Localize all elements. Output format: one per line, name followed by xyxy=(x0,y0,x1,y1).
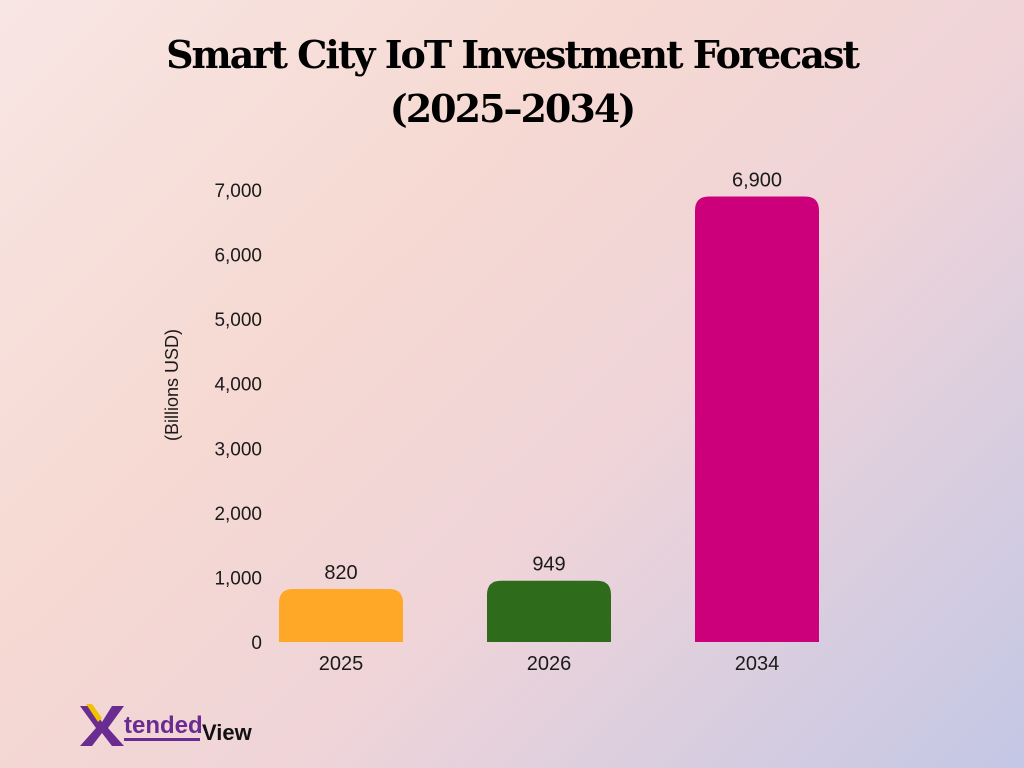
chart-title-line-1: Smart City IoT Investment Forecast xyxy=(166,32,860,77)
y-tick-label: 2,000 xyxy=(214,504,262,525)
x-tick-label: 2034 xyxy=(735,653,780,675)
svg-text:View: View xyxy=(202,720,253,745)
y-axis-ticks: 0 1,000 2,000 3,000 4,000 5,000 6,000 7,000 xyxy=(214,181,262,654)
bars xyxy=(279,196,819,642)
y-axis-label: (Billions USD) xyxy=(162,329,182,441)
y-tick-label: 3,000 xyxy=(214,439,262,460)
y-tick-label: 1,000 xyxy=(214,568,262,589)
x-tick-label: 2025 xyxy=(319,653,364,675)
bar-2034 xyxy=(695,196,819,642)
y-tick-label: 6,000 xyxy=(214,246,262,267)
y-tick-label: 7,000 xyxy=(214,181,262,202)
bar-2026 xyxy=(487,580,611,642)
x-tick-label: 2026 xyxy=(527,653,572,675)
chart-title-line-2: (2025–2034) xyxy=(389,86,636,131)
x-axis-ticks: 2025 2026 2034 xyxy=(319,653,780,675)
y-tick-label: 0 xyxy=(251,633,262,654)
y-tick-label: 4,000 xyxy=(214,375,262,396)
data-label-2025: 820 xyxy=(324,562,357,584)
svg-text:tended: tended xyxy=(124,712,203,739)
xtendedview-logo: tended View xyxy=(80,704,253,746)
data-label-2026: 949 xyxy=(532,554,565,576)
bar-2025 xyxy=(279,589,403,642)
data-label-2034: 6,900 xyxy=(732,169,782,191)
data-labels: 820 949 6,900 xyxy=(324,169,782,584)
y-tick-label: 5,000 xyxy=(214,310,262,331)
chart-title: Smart City IoT Investment Forecast (2025… xyxy=(0,28,1024,136)
